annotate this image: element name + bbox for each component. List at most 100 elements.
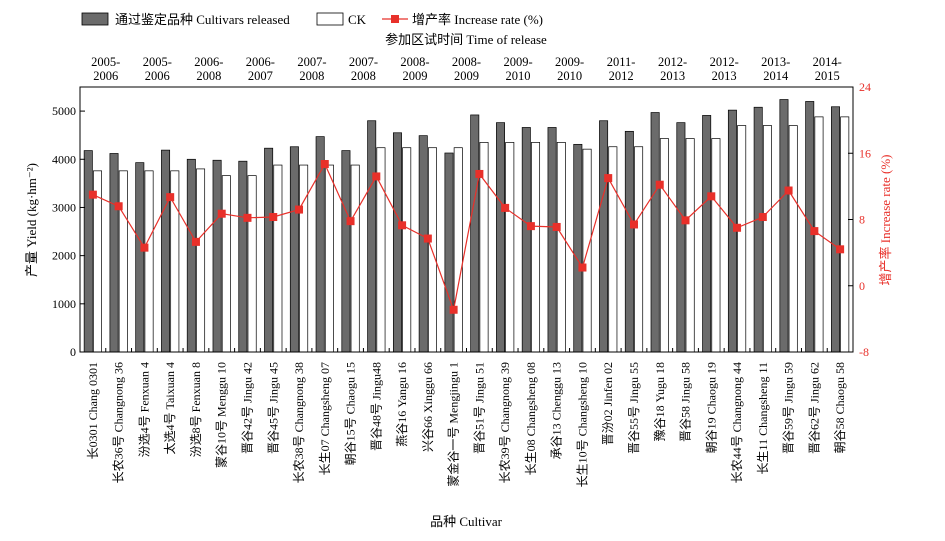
period-label: 2008-2009: [452, 55, 481, 83]
category-label: 汾选4号 Fenxuan 4: [137, 362, 151, 457]
bar-released: [753, 106, 763, 353]
bar-ck: [737, 125, 747, 353]
rate-marker: [372, 172, 381, 181]
category-label: 晋谷58 Jingu 58: [679, 362, 693, 442]
bar-released: [289, 146, 299, 353]
bar-ck: [144, 170, 154, 353]
bar-ck: [221, 175, 231, 353]
rate-marker: [655, 180, 664, 189]
rate-marker: [758, 213, 767, 222]
category-label: 蒙谷10号 Menggu 10: [215, 362, 229, 468]
plot-frame: [79, 86, 854, 353]
rate-marker: [475, 169, 484, 178]
bar-released: [831, 106, 840, 353]
category-label: 晋谷48号 Jingu48: [369, 362, 383, 451]
rate-marker: [733, 223, 742, 232]
bar-ck: [299, 164, 309, 353]
bar-released: [650, 112, 660, 353]
bar-ck: [634, 146, 644, 353]
bar-released: [470, 114, 480, 353]
category-label: 晋谷62号 Jingu 62: [807, 362, 821, 454]
period-label: 2006-2008: [194, 55, 223, 83]
bar-released: [341, 150, 351, 353]
rate-marker: [295, 205, 304, 214]
rate-marker: [552, 222, 561, 231]
period-label: 2005-2006: [143, 55, 172, 83]
category-label: 长生10号 Changsheng 10: [575, 362, 589, 487]
bar-released: [805, 101, 815, 353]
category-label: 朝谷15号 Chaogu 15: [344, 362, 358, 465]
bar-released: [392, 132, 402, 353]
category-label: 长农39号 Changnong 39: [498, 362, 512, 483]
bar-released: [676, 122, 686, 353]
rate-marker: [501, 203, 510, 212]
bar-ck: [788, 125, 798, 353]
period-label: 2009-2010: [555, 55, 584, 83]
legend-swatch-ck: [316, 12, 344, 26]
category-label: 太选4号 Taixuan 4: [162, 362, 177, 454]
bar-released: [212, 159, 222, 353]
rate-marker: [166, 193, 175, 202]
rate-marker: [449, 305, 458, 314]
category-label: 长农38号 Changnong 38: [292, 362, 306, 483]
y-tick-label-left: 3000: [52, 200, 76, 214]
bar-released: [315, 136, 325, 353]
bar-released: [444, 152, 454, 353]
rate-marker: [836, 245, 845, 254]
period-label: 2007-2008: [349, 55, 378, 83]
bar-released: [186, 158, 196, 353]
category-label: 长生11 Changsheng 11: [756, 362, 770, 474]
period-label: 2008-2009: [400, 55, 429, 83]
legend-swatch-released: [81, 12, 109, 26]
period-label: 2007-2008: [297, 55, 326, 83]
rate-marker: [784, 186, 793, 195]
y-tick-label-right: -8: [859, 345, 869, 359]
period-label: 2012-2013: [710, 55, 739, 83]
bar-released: [521, 127, 531, 353]
category-label: 承谷13 Chenggu 13: [550, 362, 564, 459]
bar-ck: [324, 164, 334, 353]
bar-ck: [350, 164, 360, 353]
rate-marker: [243, 213, 252, 222]
category-label: 长农36号 Changnong 36: [112, 362, 126, 483]
y-tick-label-right: 24: [859, 80, 871, 94]
period-labels: 2005-2006 2005-2006 2006-2008 2006-2007 2007…: [91, 55, 842, 83]
bar-ck: [118, 170, 128, 353]
bar-released: [547, 127, 557, 353]
rate-marker: [398, 221, 407, 230]
period-label: 2012-2013: [658, 55, 687, 83]
rate-marker: [810, 227, 819, 236]
category-label: 兴谷66 Xinggu 66: [421, 362, 435, 452]
category-label: 晋谷45号 Jingu 45: [266, 362, 280, 454]
rate-marker: [423, 234, 432, 243]
bar-released: [367, 120, 377, 353]
category-label: 晋谷42号 Jingu 42: [240, 362, 254, 454]
y-tick-label-left: 2000: [52, 249, 76, 263]
category-label: 长生08 Changsheng 08: [524, 362, 538, 475]
bar-ck: [453, 147, 463, 353]
bar-released: [496, 122, 505, 353]
y-tick-label-left: 4000: [52, 152, 76, 166]
y-tick-label-left: 1000: [52, 297, 76, 311]
bar-ck: [531, 142, 541, 353]
legend-marker-rate: [391, 15, 399, 23]
category-label: 晋谷59号 Jingu 59: [782, 362, 796, 454]
bar-ck: [556, 142, 566, 353]
bar-released: [83, 150, 93, 353]
category-label: 晋谷55号 Jingu 55: [627, 362, 641, 454]
rate-line: [92, 162, 841, 313]
category-label: 晋谷51号 Jingu 51: [472, 362, 486, 454]
bar-released: [135, 162, 145, 353]
rate-marker: [629, 220, 638, 229]
bar-ck: [505, 142, 515, 353]
category-label: 长农44号 Changnong 44: [730, 362, 744, 483]
bar-released: [264, 147, 274, 353]
y-axis-label-right: 增产率 Increase rate (%): [878, 154, 893, 285]
rate-marker: [114, 202, 123, 211]
legend-label-ck: CK: [348, 12, 367, 27]
category-label: 燕谷16 Yangu 16: [395, 362, 409, 447]
category-label: 朝谷58 Chaogu 58: [833, 362, 847, 453]
bar-released: [702, 115, 712, 353]
bar-released: [573, 143, 583, 353]
